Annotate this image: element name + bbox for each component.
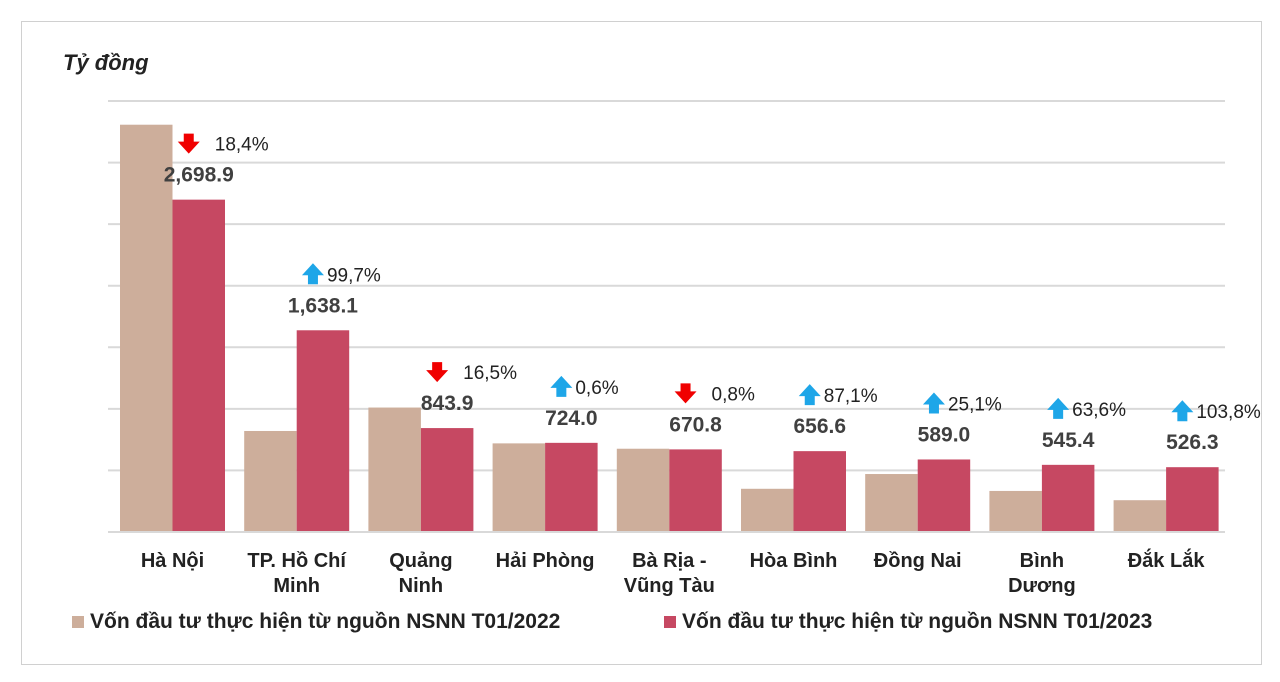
- arrow-up-icon: [1171, 400, 1194, 422]
- bar-2023: [793, 451, 846, 532]
- legend-item-2022: Vốn đầu tư thực hiện từ nguồn NSNN T01/2…: [72, 610, 560, 634]
- category-label: Bình: [1020, 550, 1064, 572]
- bar-2022: [244, 430, 297, 532]
- bar-2022: [989, 490, 1042, 532]
- value-label: 656.6: [793, 415, 846, 438]
- change-label: 103,8%: [1196, 402, 1261, 423]
- arrow-down-icon: [177, 133, 200, 154]
- change-label: 18,4%: [215, 135, 269, 156]
- category-label: Đắk Lắk: [1128, 548, 1206, 572]
- arrow-up-icon: [922, 392, 945, 414]
- bar-2022: [492, 443, 546, 532]
- legend-label-2022: Vốn đầu tư thực hiện từ nguồn NSNN T01/2…: [90, 610, 561, 633]
- value-label: 2,698.9: [164, 164, 234, 187]
- value-label: 724.0: [545, 407, 598, 430]
- change-label: 25,1%: [948, 394, 1002, 415]
- arrow-down-icon: [674, 383, 697, 404]
- category-label: Minh: [273, 575, 320, 597]
- change-label: 0,6%: [575, 378, 618, 399]
- bar-2023: [1041, 464, 1095, 532]
- change-label: 63,6%: [1072, 400, 1126, 421]
- legend-item-2023: Vốn đầu tư thực hiện từ nguồn NSNN T01/2…: [664, 610, 1152, 634]
- category-label: Hải Phòng: [496, 550, 595, 572]
- legend-label-2023: Vốn đầu tư thực hiện từ nguồn NSNN T01/2…: [682, 610, 1153, 633]
- category-label: Vũng Tàu: [624, 575, 715, 597]
- unit-label: Tỷ đồng: [63, 50, 149, 75]
- category-label: Ninh: [399, 575, 443, 597]
- category-label: Bà Rịa -: [632, 550, 706, 572]
- value-label: 545.4: [1042, 429, 1095, 452]
- bar-2022: [368, 407, 421, 532]
- bar-2022: [741, 488, 794, 532]
- category-label: TP. Hồ Chí: [247, 550, 347, 572]
- category-label: Hà Nội: [141, 550, 204, 572]
- bar-2023: [296, 330, 350, 532]
- bar-2023: [917, 459, 971, 532]
- category-label: Quảng: [389, 550, 452, 572]
- change-label: 99,7%: [327, 265, 381, 286]
- value-label: 1,638.1: [288, 294, 358, 317]
- change-label: 87,1%: [824, 386, 878, 407]
- bar-2023: [669, 449, 722, 532]
- arrow-up-icon: [798, 384, 821, 406]
- change-label: 0,8%: [712, 384, 755, 405]
- bar-2023: [172, 199, 225, 532]
- bar-2022: [616, 448, 670, 532]
- legend-swatch-2022: [72, 616, 84, 628]
- arrow-up-icon: [1047, 397, 1070, 419]
- bar-2022: [865, 474, 918, 532]
- category-label: Đồng Nai: [874, 550, 962, 572]
- legend-swatch-2023: [664, 616, 676, 628]
- value-label: 843.9: [421, 392, 474, 415]
- value-label: 589.0: [918, 423, 971, 446]
- arrow-up-icon: [301, 263, 324, 285]
- bar-2022: [120, 124, 173, 532]
- category-label: Hòa Bình: [750, 550, 838, 572]
- arrow-down-icon: [426, 362, 449, 383]
- bar-2023: [545, 442, 598, 532]
- value-label: 526.3: [1166, 431, 1219, 454]
- bar-2023: [1166, 467, 1219, 532]
- arrow-up-icon: [550, 375, 573, 397]
- bar-2023: [420, 428, 474, 532]
- change-label: 16,5%: [463, 363, 517, 384]
- value-label: 670.8: [669, 413, 722, 436]
- category-label: Dương: [1008, 575, 1076, 597]
- bar-2022: [1113, 500, 1167, 532]
- chart-frame: [21, 21, 1262, 665]
